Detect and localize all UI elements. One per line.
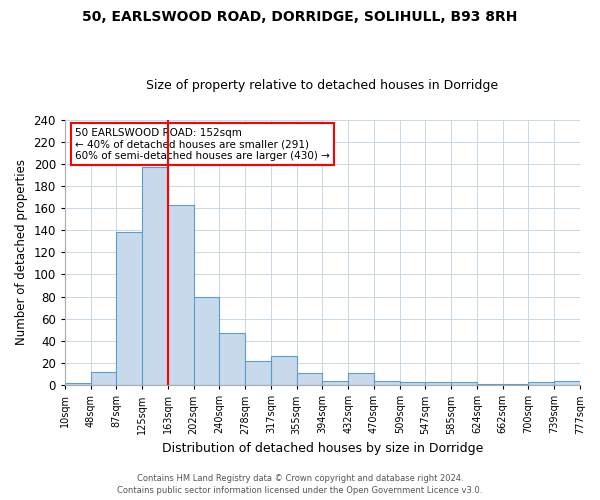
Bar: [220, 333, 245, 385]
Bar: [374, 380, 400, 385]
Bar: [554, 380, 580, 385]
Bar: [477, 384, 503, 385]
Bar: [271, 356, 297, 385]
Bar: [425, 382, 451, 385]
Bar: [91, 372, 116, 385]
Text: Contains HM Land Registry data © Crown copyright and database right 2024.
Contai: Contains HM Land Registry data © Crown c…: [118, 474, 482, 495]
Bar: [168, 205, 194, 385]
Bar: [142, 167, 168, 385]
Bar: [400, 382, 425, 385]
Bar: [297, 373, 322, 385]
Text: 50, EARLSWOOD ROAD, DORRIDGE, SOLIHULL, B93 8RH: 50, EARLSWOOD ROAD, DORRIDGE, SOLIHULL, …: [82, 10, 518, 24]
Bar: [194, 296, 220, 385]
Text: 50 EARLSWOOD ROAD: 152sqm
← 40% of detached houses are smaller (291)
60% of semi: 50 EARLSWOOD ROAD: 152sqm ← 40% of detac…: [75, 128, 330, 160]
Bar: [503, 384, 529, 385]
Bar: [65, 383, 91, 385]
Bar: [245, 361, 271, 385]
X-axis label: Distribution of detached houses by size in Dorridge: Distribution of detached houses by size …: [162, 442, 483, 455]
Bar: [322, 380, 348, 385]
Bar: [451, 382, 477, 385]
Bar: [116, 232, 142, 385]
Title: Size of property relative to detached houses in Dorridge: Size of property relative to detached ho…: [146, 79, 499, 92]
Y-axis label: Number of detached properties: Number of detached properties: [15, 160, 28, 346]
Bar: [529, 382, 554, 385]
Bar: [348, 373, 374, 385]
